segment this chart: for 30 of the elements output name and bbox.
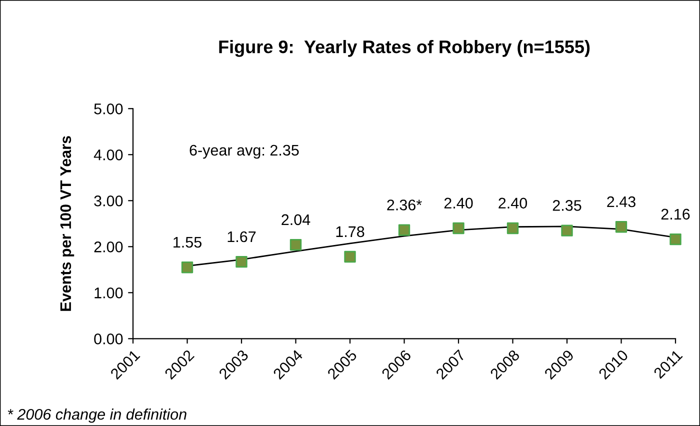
point bbox=[670, 233, 682, 246]
y-tick-label: 5.00 bbox=[94, 104, 123, 114]
chart-title: Figure 9: Yearly Rates of Robbery (n=1555) bbox=[219, 40, 590, 57]
annotation: 6-year avg: 2.35 bbox=[190, 144, 299, 159]
data-label: 2.16 bbox=[661, 208, 690, 220]
y-tick-label: 0.00 bbox=[94, 334, 123, 344]
y-tick-label: 1.00 bbox=[94, 288, 123, 298]
point bbox=[561, 224, 573, 236]
y-tick-label: 3.00 bbox=[94, 196, 123, 206]
data-label: 1.67 bbox=[228, 231, 256, 242]
point bbox=[236, 256, 248, 268]
data-label: 2.40 bbox=[444, 198, 473, 209]
y-axis-title: Events per 100 VT Years bbox=[60, 136, 74, 311]
point bbox=[398, 224, 410, 236]
data-label: 1.55 bbox=[174, 237, 202, 248]
text: * 2006 change in definition bbox=[8, 408, 186, 423]
data-label: 1.78 bbox=[336, 226, 364, 238]
data-label: 2.04 bbox=[282, 214, 310, 226]
point bbox=[506, 222, 519, 234]
point bbox=[290, 238, 302, 251]
point bbox=[181, 262, 194, 274]
point bbox=[344, 250, 356, 263]
data-label: 2.40 bbox=[498, 198, 528, 209]
point bbox=[615, 221, 628, 233]
data-label: 2.35 bbox=[552, 200, 582, 211]
point bbox=[452, 222, 464, 234]
y-tick-label: 4.00 bbox=[94, 150, 123, 160]
data-label: 2.36* bbox=[387, 200, 422, 210]
y-tick-label: 2.00 bbox=[94, 242, 123, 252]
data-label: 2.43 bbox=[607, 196, 636, 208]
